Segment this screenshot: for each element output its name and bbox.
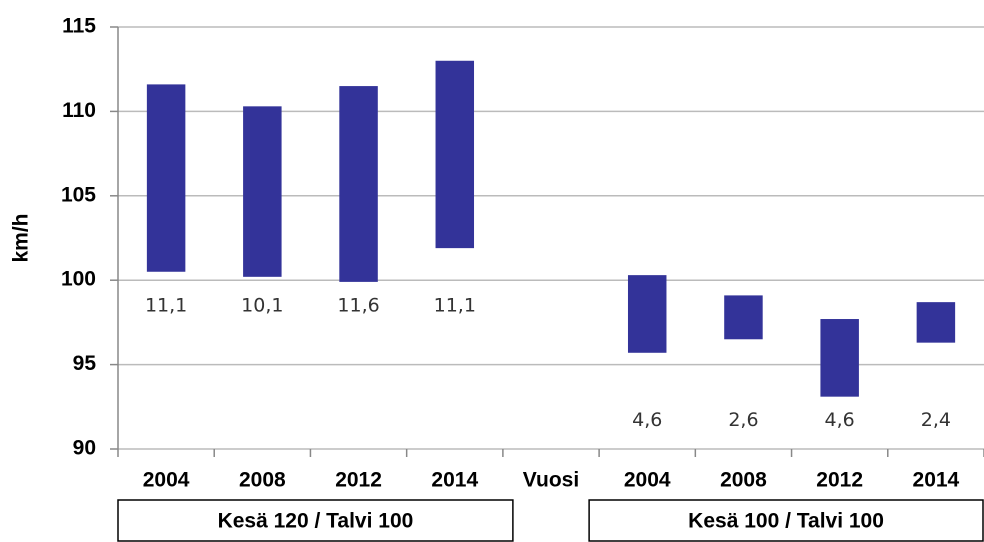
- x-tick-label: 2004: [624, 469, 671, 492]
- group-box: [117, 499, 514, 542]
- x-tick-label: 2004: [143, 469, 190, 492]
- bar: [146, 84, 186, 272]
- group-label: Kesä 100 / Talvi 100: [688, 510, 884, 533]
- y-tick-label: 90: [73, 437, 96, 460]
- bar: [627, 275, 667, 353]
- y-tick-label: 105: [61, 183, 96, 206]
- x-tick-label: 2014: [431, 469, 478, 492]
- bar: [435, 60, 475, 249]
- x-tick-label: 2012: [816, 469, 863, 492]
- bar: [724, 295, 763, 340]
- bar: [339, 86, 378, 282]
- x-tick-label: 2014: [913, 469, 960, 492]
- value-label: 4,6: [632, 409, 662, 431]
- group-label: Kesä 120 / Talvi 100: [218, 510, 414, 533]
- value-label: 10,1: [241, 294, 283, 316]
- y-tick-label: 115: [62, 15, 96, 38]
- y-tick-label: 100: [61, 268, 96, 291]
- value-label: 2,6: [728, 409, 758, 431]
- bar: [243, 106, 282, 277]
- y-tick-label: 110: [62, 99, 96, 122]
- y-axis-label: km/h: [10, 213, 33, 262]
- value-label: 11,1: [145, 294, 187, 316]
- value-label: 4,6: [825, 409, 855, 431]
- x-tick-label: 2012: [335, 469, 382, 492]
- value-label: 11,1: [434, 294, 476, 316]
- group-box: [588, 499, 984, 542]
- x-tick-label: Vuosi: [523, 469, 579, 492]
- value-label: 2,4: [921, 409, 951, 431]
- bar: [820, 319, 859, 397]
- y-tick-label: 95: [73, 352, 97, 375]
- bar: [916, 302, 956, 343]
- x-tick-label: 2008: [239, 469, 286, 492]
- x-tick-label: 2008: [720, 469, 767, 492]
- value-label: 11,6: [337, 294, 379, 316]
